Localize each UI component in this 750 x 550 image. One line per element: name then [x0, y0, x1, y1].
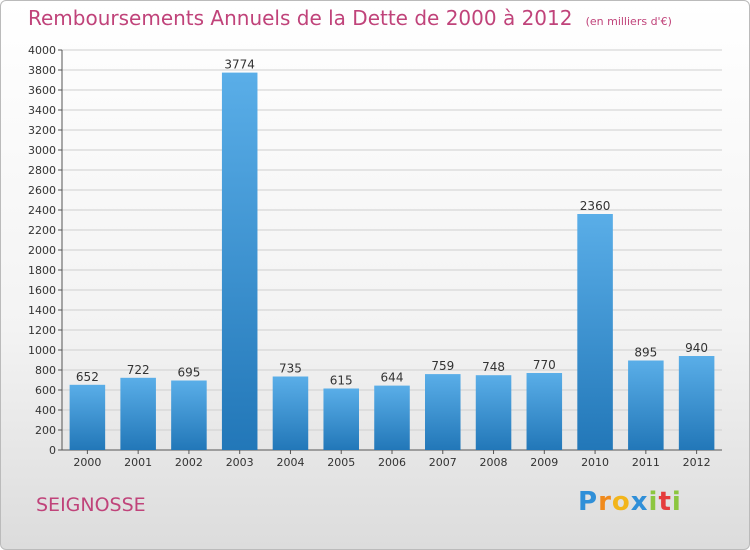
y-tick-label: 2000 — [28, 244, 56, 257]
data-label-2007: 759 — [431, 359, 454, 373]
chart-header: Remboursements Annuels de la Dette de 20… — [28, 6, 672, 30]
x-tick-label: 2003 — [226, 456, 254, 469]
data-label-2012: 940 — [685, 341, 708, 355]
y-tick-label: 2400 — [28, 204, 56, 217]
bar-2001 — [120, 377, 156, 450]
y-tick-label: 1600 — [28, 284, 56, 297]
data-label-2002: 695 — [177, 366, 200, 380]
chart-title: Remboursements Annuels de la Dette de 20… — [28, 6, 573, 30]
x-tick-label: 2006 — [378, 456, 406, 469]
bar-2008 — [475, 375, 512, 450]
y-tick-label: 600 — [35, 384, 56, 397]
bar-2009 — [526, 373, 563, 450]
bar-2004 — [272, 376, 309, 450]
x-tick-label: 2008 — [480, 456, 508, 469]
y-tick-label: 2600 — [28, 184, 56, 197]
x-tick-label: 2001 — [124, 456, 152, 469]
y-tick-label: 200 — [35, 424, 56, 437]
location-name: SEIGNOSSE — [36, 494, 146, 516]
logo-letter: t — [658, 487, 672, 517]
logo-letter: i — [648, 487, 659, 517]
data-label-2008: 748 — [482, 360, 505, 374]
logo-letter: x — [630, 487, 649, 517]
y-tick-label: 0 — [49, 444, 56, 457]
labels: 0 200 400 600 800 1000 1200 1400 1600 1800 2000 220… — [28, 44, 711, 469]
bar-2012 — [678, 356, 715, 450]
bar-2010 — [577, 214, 613, 450]
y-tick-label: 2200 — [28, 224, 56, 237]
data-label-2010: 2360 — [580, 199, 611, 213]
x-tick-label: 2004 — [276, 456, 304, 469]
bar-2007 — [425, 374, 461, 450]
x-tick-label: 2000 — [73, 456, 101, 469]
x-tick-label: 2010 — [581, 456, 609, 469]
bar-2000 — [69, 384, 106, 450]
data-label-2009: 770 — [533, 358, 556, 372]
y-tick-label: 3200 — [28, 124, 56, 137]
logo-letter: i — [671, 487, 682, 517]
y-tick-label: 3400 — [28, 104, 56, 117]
proxiti-logo[interactable]: Proxiti — [578, 487, 682, 517]
y-tick-label: 4000 — [28, 44, 56, 57]
logo-letter: r — [598, 487, 612, 517]
logo-letter: o — [611, 487, 631, 517]
x-tick-label: 2002 — [175, 456, 203, 469]
y-tick-label: 2800 — [28, 164, 56, 177]
x-tick-label: 2009 — [530, 456, 558, 469]
y-tick-label: 3800 — [28, 64, 56, 77]
bar-2003 — [221, 72, 258, 450]
y-tick-label: 1400 — [28, 304, 56, 317]
x-tick-label: 2011 — [632, 456, 660, 469]
y-tick-label: 1800 — [28, 264, 56, 277]
y-tick-label: 3600 — [28, 84, 56, 97]
y-tick-label: 3000 — [28, 144, 56, 157]
data-label-2005: 615 — [330, 374, 353, 388]
y-tick-label: 400 — [35, 404, 56, 417]
data-label-2011: 895 — [634, 346, 657, 360]
y-tick-label: 1200 — [28, 324, 56, 337]
data-label-2003: 3774 — [224, 58, 255, 72]
data-label-2004: 735 — [279, 362, 302, 376]
y-tick-label: 1000 — [28, 344, 56, 357]
bar-2011 — [628, 360, 664, 450]
logo-letter: P — [578, 487, 599, 517]
data-label-2006: 644 — [381, 371, 404, 385]
bar-2005 — [323, 388, 359, 450]
y-tick-label: 800 — [35, 364, 56, 377]
bar-2006 — [374, 385, 410, 450]
chart-subtitle: (en milliers d'€) — [585, 15, 672, 28]
x-tick-label: 2007 — [429, 456, 457, 469]
bars — [69, 72, 715, 450]
x-tick-label: 2012 — [683, 456, 711, 469]
data-label-2001: 722 — [127, 363, 150, 377]
bar-2002 — [171, 380, 207, 450]
data-label-2000: 652 — [76, 370, 99, 384]
x-tick-label: 2005 — [327, 456, 355, 469]
